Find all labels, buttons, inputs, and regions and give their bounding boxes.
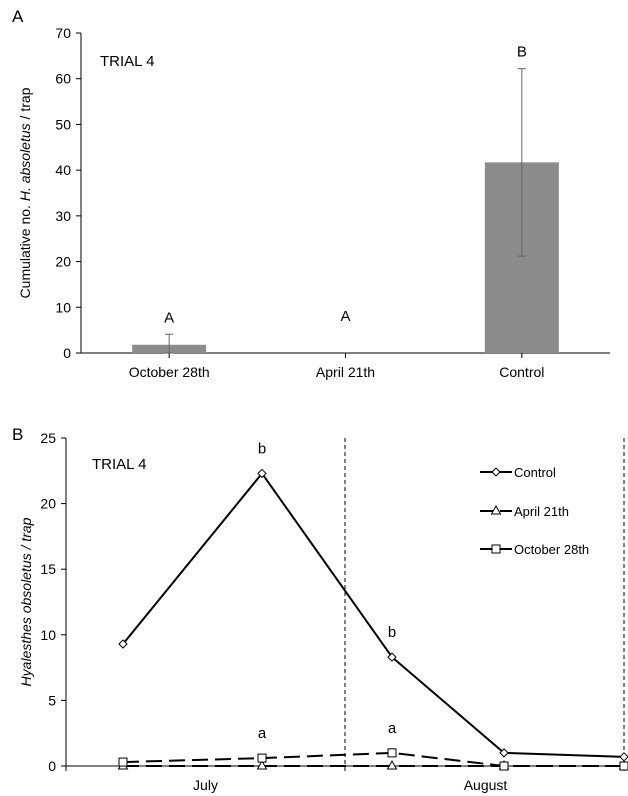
y-tick-label-a: 60 (55, 71, 71, 87)
point-triangle (256, 759, 268, 770)
significance-letter-a: B (517, 44, 527, 61)
x-tick-label-a: April 21th (316, 364, 375, 380)
point-square (118, 757, 128, 767)
point-diamond (118, 639, 128, 649)
series-october-28th (118, 748, 628, 771)
point-square (257, 753, 267, 763)
point-diamond (499, 748, 509, 758)
significance-letter-b: b (388, 624, 396, 641)
y-tick-label-a: 0 (63, 345, 71, 361)
panel-label-a: A (12, 7, 24, 26)
legend-label: April 21th (514, 504, 569, 519)
y-tick-label-b: 20 (40, 496, 56, 512)
x-month-label-july: July (193, 777, 218, 793)
y-axis-label-a: Cumulative no. H. absoletus / trap (17, 87, 33, 298)
y-tick-label-b: 25 (40, 430, 56, 446)
significance-letter-b: a (258, 725, 267, 742)
y-tick-label-b: 5 (48, 692, 56, 708)
significance-letter-b: b (258, 440, 266, 457)
point-square (387, 748, 397, 758)
y-tick-label-a: 40 (55, 162, 71, 178)
series-line (122, 751, 624, 767)
x-tick-label-a: October 28th (129, 364, 210, 380)
y-tick-label-a: 20 (55, 254, 71, 270)
significance-letter-b: a (388, 720, 397, 737)
significance-letter-a: A (340, 308, 350, 325)
legend-marker-square (491, 544, 501, 554)
point-diamond (387, 652, 397, 662)
legend-marker-triangle (490, 504, 502, 515)
y-tick-label-a: 10 (55, 299, 71, 315)
y-tick-label-b: 0 (48, 758, 56, 774)
point-square (499, 761, 509, 771)
trial-label-b: TRIAL 4 (92, 456, 146, 473)
trial-label-a: TRIAL 4 (100, 53, 154, 70)
series-control (118, 468, 628, 762)
y-axis-label-b: Hyalesthes obsoletus / trap (18, 517, 34, 686)
point-diamond (257, 468, 267, 479)
y-tick-label-b: 10 (40, 627, 56, 643)
point-diamond (619, 752, 628, 762)
point-triangle (386, 759, 398, 770)
panel-label-b: B (12, 425, 23, 444)
y-tick-label-a: 30 (55, 208, 71, 224)
y-tick-label-a: 50 (55, 116, 71, 132)
y-tick-label-a: 70 (55, 25, 71, 41)
significance-letter-a: A (164, 309, 174, 326)
legend-label: October 28th (514, 542, 589, 557)
point-square (619, 761, 628, 771)
y-tick-label-b: 15 (40, 561, 56, 577)
legend-label: Control (514, 465, 556, 480)
x-month-label-august: August (464, 777, 508, 793)
legend-marker-diamond (491, 467, 501, 477)
x-tick-label-a: Control (499, 364, 544, 380)
